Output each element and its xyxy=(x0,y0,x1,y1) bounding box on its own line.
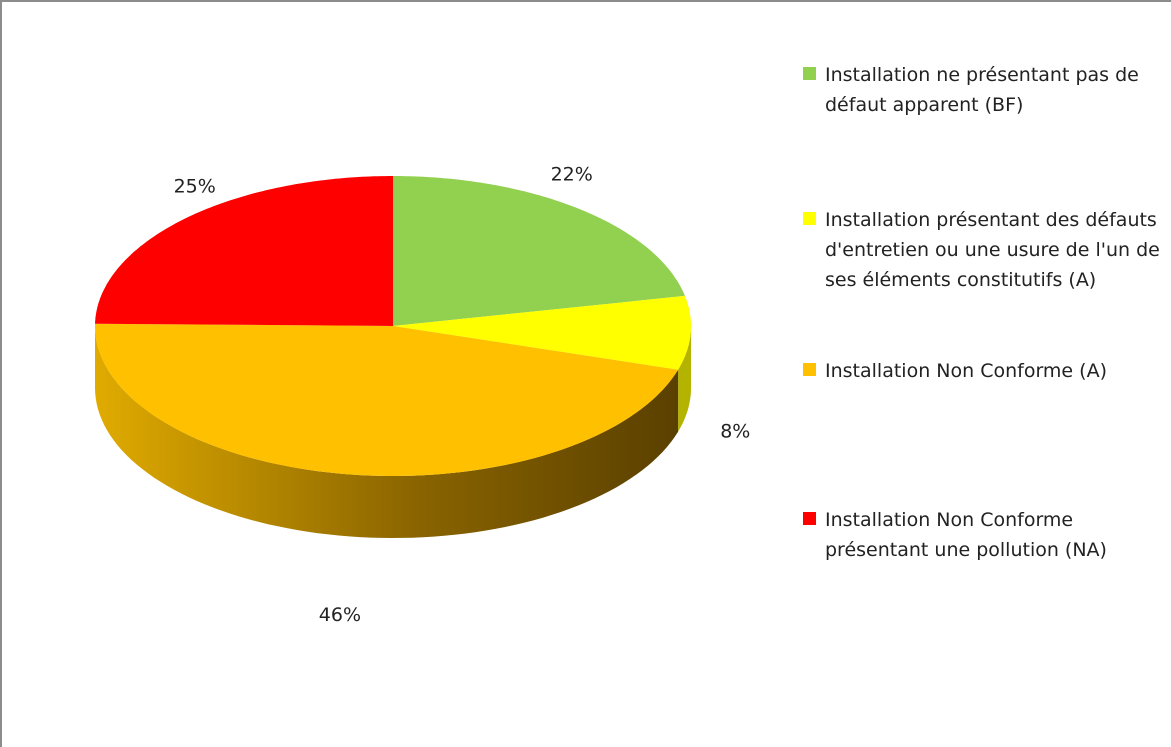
legend-swatch xyxy=(803,67,816,80)
legend-item: Installation Non Conforme présentant une… xyxy=(803,505,1163,565)
legend-swatch xyxy=(803,363,816,376)
data-label: 46% xyxy=(319,604,361,626)
legend-item: Installation ne présentant pas de défaut… xyxy=(803,60,1163,120)
slice-side xyxy=(95,326,679,538)
slice xyxy=(393,176,685,326)
data-label: 8% xyxy=(720,421,750,443)
slice xyxy=(95,176,393,326)
legend-item: Installation Non Conforme (A) xyxy=(803,356,1163,386)
data-label: 25% xyxy=(174,176,216,198)
legend-label: Installation ne présentant pas de défaut… xyxy=(825,64,1139,116)
slice-side xyxy=(678,326,691,432)
legend-swatch xyxy=(803,512,816,525)
data-label: 22% xyxy=(551,163,593,185)
legend-swatch xyxy=(803,212,816,225)
legend-item: Installation présentant des défauts d'en… xyxy=(803,205,1163,295)
legend-label: Installation Non Conforme présentant une… xyxy=(825,509,1107,561)
slice xyxy=(393,295,691,370)
legend-label: Installation présentant des défauts d'en… xyxy=(825,209,1160,291)
legend-label: Installation Non Conforme (A) xyxy=(825,360,1107,382)
slice xyxy=(95,323,679,476)
